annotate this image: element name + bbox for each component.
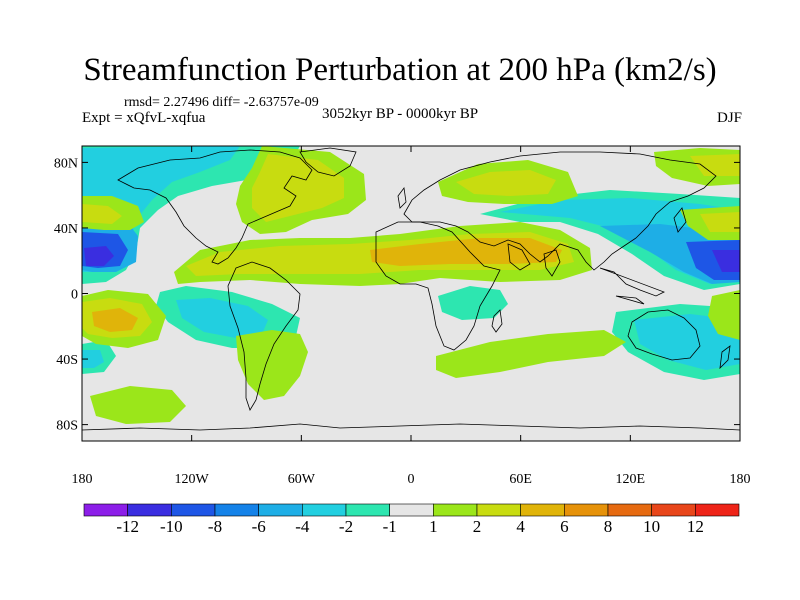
colorbar-swatch — [214, 503, 259, 517]
colorbar-swatch — [83, 503, 128, 517]
coastline-eurasia — [403, 151, 717, 271]
colorbar-swatch — [520, 503, 565, 517]
colorbar-swatch — [258, 503, 303, 517]
rmsd-diff-stats: rmsd= 2.27496 diff= -2.63757e-09 — [124, 95, 319, 110]
season-label: DJF — [716, 110, 742, 126]
colorbar-swatch — [171, 503, 216, 517]
contour-region — [456, 170, 556, 196]
coastline-madagascar — [491, 309, 503, 333]
colorbar-label: 6 — [560, 517, 569, 536]
coastline-africa — [375, 221, 501, 351]
lat-tick-label: 40N — [54, 222, 78, 237]
contour-region — [708, 290, 740, 340]
colorbar-swatch — [433, 503, 478, 517]
coastline-australia — [627, 309, 701, 361]
axis-ticks: 80N 40N 0 40S 80S 180 120W 60W 0 60E 120E 180 — [54, 146, 751, 487]
colorbar-swatch — [127, 503, 172, 517]
lat-tick-label: 80N — [54, 156, 78, 171]
colorbar-label: 1 — [429, 517, 438, 536]
coastline-greenland — [299, 147, 357, 177]
colorbar-swatch — [564, 503, 609, 517]
contour-region — [436, 330, 626, 378]
lon-tick-label: 60E — [509, 472, 532, 487]
lon-tick-label: 120E — [616, 472, 646, 487]
colorbar-swatch — [389, 503, 434, 517]
coastline-japan — [673, 207, 687, 233]
colorbar-label: -8 — [208, 517, 222, 536]
period-label: 3052kyr BP - 0000kyr BP — [322, 106, 479, 122]
coastline-north-america — [117, 149, 313, 265]
lon-tick-label: 180 — [730, 472, 751, 487]
contour-region — [82, 204, 122, 224]
colorbar-label: -12 — [116, 517, 139, 536]
colorbar-swatch — [695, 503, 740, 517]
lon-tick-label: 120W — [175, 472, 210, 487]
contour-region — [252, 154, 344, 222]
contour-region — [700, 212, 740, 232]
coastline-arabia-india — [507, 243, 561, 277]
experiment-label: Expt = xQfvL-xqfua — [82, 110, 206, 126]
map-title: Streamfunction Perturbation at 200 hPa (… — [83, 52, 717, 88]
map-field — [82, 146, 740, 441]
contour-region — [690, 154, 740, 176]
coastline-new-zealand — [719, 345, 731, 370]
colorbar-label: -10 — [160, 517, 183, 536]
contour-region — [438, 286, 508, 320]
coastlines — [82, 147, 740, 431]
lat-tick-label: 40S — [56, 353, 78, 368]
colorbar-label: 8 — [604, 517, 613, 536]
colorbar-label: 12 — [687, 517, 704, 536]
coastline-southeast-asia — [599, 267, 665, 305]
colorbar-label: -6 — [252, 517, 266, 536]
lon-tick-label: 0 — [408, 472, 415, 487]
contour-region — [634, 314, 740, 370]
contour-region — [370, 238, 562, 266]
lat-tick-label: 0 — [71, 288, 78, 303]
colorbar-label: 4 — [516, 517, 525, 536]
colorbar: -12 -10 -8 -6 -4 -2 -1 1 2 4 6 8 10 12 — [83, 503, 740, 536]
colorbar-swatch — [302, 503, 347, 517]
colorbar-label: -1 — [383, 517, 397, 536]
coastline-uk — [397, 186, 407, 209]
colorbar-swatch — [345, 503, 390, 517]
colorbar-label: -4 — [295, 517, 310, 536]
contour-region — [82, 350, 104, 368]
lon-tick-label: 60W — [288, 472, 316, 487]
contour-region — [92, 308, 138, 332]
colorbar-label: -2 — [339, 517, 353, 536]
contour-region — [236, 330, 308, 400]
coastline-south-america — [227, 261, 301, 411]
colorbar-swatch — [651, 503, 696, 517]
contour-region — [84, 246, 114, 266]
contour-region — [176, 298, 268, 338]
colorbar-swatch — [476, 503, 521, 517]
colorbar-label: 10 — [643, 517, 660, 536]
lon-tick-label: 180 — [72, 472, 93, 487]
lat-tick-label: 80S — [56, 419, 78, 434]
contour-region — [712, 250, 740, 272]
colorbar-label: 2 — [473, 517, 482, 536]
colorbar-swatch — [607, 503, 652, 517]
coastline-antarctica — [82, 423, 740, 431]
contour-region — [90, 386, 186, 424]
